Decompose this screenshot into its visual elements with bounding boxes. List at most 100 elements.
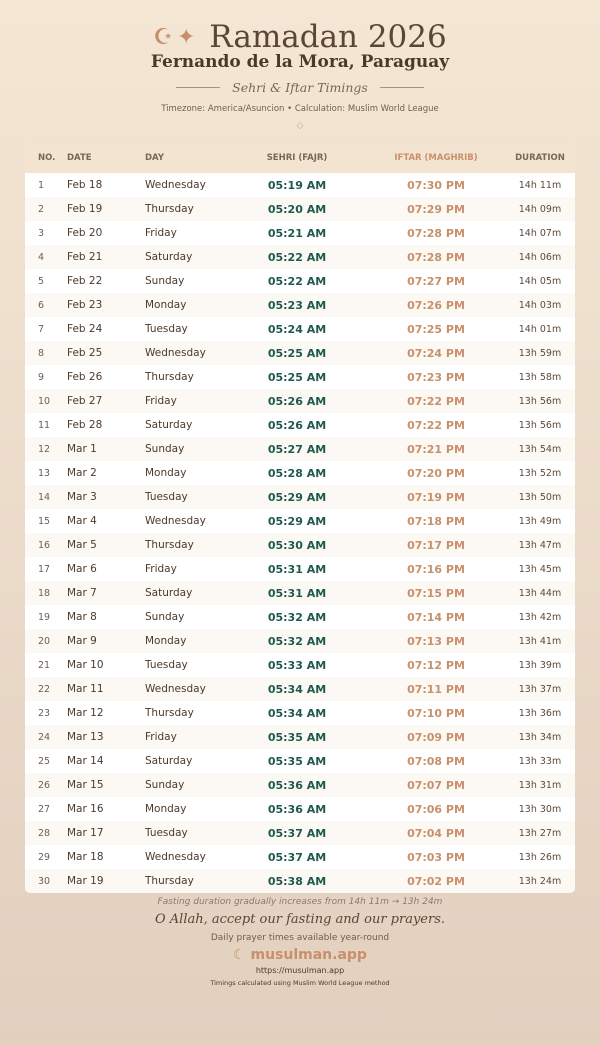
col-duration: 13h 27m [518, 827, 562, 839]
col-duration: 13h 33m [518, 755, 562, 767]
col-date: Mar 14 [67, 755, 104, 767]
table-row: 8 Feb 25 Wednesday 05:25 AM 07:24 PM 13h 59m [25, 341, 575, 365]
col-date: Mar 19 [67, 875, 104, 887]
col-sehri: 05:34 AM [267, 706, 327, 720]
col-day: Sunday [145, 779, 185, 791]
col-sehri: 05:29 AM [267, 490, 327, 504]
col-iftar-header: IFTAR (MAGHRIB) [394, 153, 478, 163]
col-day: Thursday [145, 203, 194, 215]
col-day: Saturday [145, 587, 193, 599]
col-no: 20 [38, 635, 51, 647]
col-day: Thursday [145, 707, 194, 719]
col-day: Saturday [145, 251, 193, 263]
col-no: 19 [38, 611, 51, 623]
col-sehri: 05:22 AM [267, 250, 327, 264]
col-iftar: 07:24 PM [407, 346, 465, 360]
col-day: Wednesday [145, 347, 206, 359]
col-duration: 14h 09m [518, 203, 562, 215]
col-sehri: 05:35 AM [267, 730, 327, 744]
col-sehri: 05:19 AM [267, 178, 327, 192]
col-day: Monday [145, 803, 187, 815]
divider [176, 87, 221, 88]
col-sehri: 05:36 AM [267, 778, 327, 792]
col-day: Wednesday [145, 515, 206, 527]
col-iftar: 07:06 PM [407, 802, 465, 816]
col-no: 25 [38, 755, 51, 767]
table-row: 1 Feb 18 Wednesday 05:19 AM 07:30 PM 14h 11m [25, 173, 575, 197]
col-day-header: DAY [145, 153, 164, 163]
col-no: 26 [38, 779, 51, 791]
table-row: 4 Feb 21 Saturday 05:22 AM 07:28 PM 14h 06m [25, 245, 575, 269]
col-date: Mar 15 [67, 779, 104, 791]
location: Fernando de la Mora, Paraguay [150, 52, 450, 72]
col-date: Mar 5 [67, 539, 97, 551]
timezone-info: Timezone: America/Asuncion • Calculation… [161, 104, 439, 114]
url-link[interactable]: https://musulman.app [255, 966, 345, 975]
col-date: Feb 27 [67, 395, 103, 407]
col-sehri: 05:28 AM [267, 466, 327, 480]
col-day: Friday [145, 563, 177, 575]
col-date: Feb 28 [67, 419, 103, 431]
divider [379, 87, 424, 88]
col-date: Feb 21 [67, 251, 103, 263]
col-no: 27 [38, 803, 51, 815]
col-iftar: 07:19 PM [407, 490, 465, 504]
col-sehri: 05:37 AM [267, 826, 327, 840]
col-duration: 14h 11m [518, 179, 562, 191]
col-duration: 14h 06m [518, 251, 562, 263]
col-iftar: 07:16 PM [407, 562, 465, 576]
page-title: ☪ ✦ Ramadan 2026 [153, 19, 447, 55]
col-date: Feb 22 [67, 275, 103, 287]
col-day: Monday [145, 299, 187, 311]
col-sehri: 05:30 AM [267, 538, 327, 552]
col-duration: 13h 52m [518, 467, 562, 479]
star-icon: ✦ [176, 25, 196, 50]
col-duration: 13h 26m [518, 851, 562, 863]
col-no: 8 [38, 347, 45, 359]
table-row: 21 Mar 10 Tuesday 05:33 AM 07:12 PM 13h 39m [25, 653, 575, 677]
col-no: 22 [38, 683, 51, 695]
table-row: 25 Mar 14 Saturday 05:35 AM 07:08 PM 13h 33m [25, 749, 575, 773]
col-day: Tuesday [145, 659, 188, 671]
table-row: 22 Mar 11 Wednesday 05:34 AM 07:11 PM 13h 37m [25, 677, 575, 701]
col-duration: 13h 31m [518, 779, 562, 791]
col-date: Feb 26 [67, 371, 103, 383]
col-duration: 14h 01m [518, 323, 562, 335]
col-sehri: 05:22 AM [267, 274, 327, 288]
col-iftar: 07:22 PM [407, 394, 465, 408]
col-date: Feb 23 [67, 299, 103, 311]
col-day: Friday [145, 731, 177, 743]
col-no: 3 [38, 227, 45, 239]
col-date: Mar 2 [67, 467, 97, 479]
col-sehri: 05:29 AM [267, 514, 327, 528]
timings-table: NO. DATE DAY SEHRI (FAJR) IFTAR (MAGHRIB) DUR… [25, 143, 575, 893]
col-day: Friday [145, 227, 177, 239]
col-date: Feb 18 [67, 179, 103, 191]
table-row: 19 Mar 8 Sunday 05:32 AM 07:14 PM 13h 42m [25, 605, 575, 629]
col-iftar: 07:25 PM [407, 322, 465, 336]
col-iftar: 07:21 PM [407, 442, 465, 456]
table-row: 9 Feb 26 Thursday 05:25 AM 07:23 PM 13h 58m [25, 365, 575, 389]
col-iftar: 07:20 PM [407, 466, 465, 480]
table-row: 11 Feb 28 Saturday 05:26 AM 07:22 PM 13h 56m [25, 413, 575, 437]
col-duration: 13h 39m [518, 659, 562, 671]
col-no: 1 [38, 179, 45, 191]
brand-link[interactable]: ☾ musulman.app [233, 947, 367, 963]
col-day: Sunday [145, 443, 185, 455]
col-no: 10 [38, 395, 51, 407]
col-sehri: 05:33 AM [267, 658, 327, 672]
col-iftar: 07:11 PM [407, 682, 465, 696]
col-duration: 13h 56m [518, 395, 562, 407]
table-row: 13 Mar 2 Monday 05:28 AM 07:20 PM 13h 52m [25, 461, 575, 485]
table-row: 10 Feb 27 Friday 05:26 AM 07:22 PM 13h 56m [25, 389, 575, 413]
col-iftar: 07:10 PM [407, 706, 465, 720]
col-sehri: 05:36 AM [267, 802, 327, 816]
col-date: Mar 11 [67, 683, 104, 695]
col-day: Thursday [145, 875, 194, 887]
col-duration: 13h 30m [518, 803, 562, 815]
col-date: Mar 8 [67, 611, 97, 623]
crescent-icon: ☪ [153, 25, 173, 50]
col-date: Mar 10 [67, 659, 104, 671]
dua: O Allah, accept our fasting and our pray… [154, 912, 446, 927]
col-iftar: 07:07 PM [407, 778, 465, 792]
